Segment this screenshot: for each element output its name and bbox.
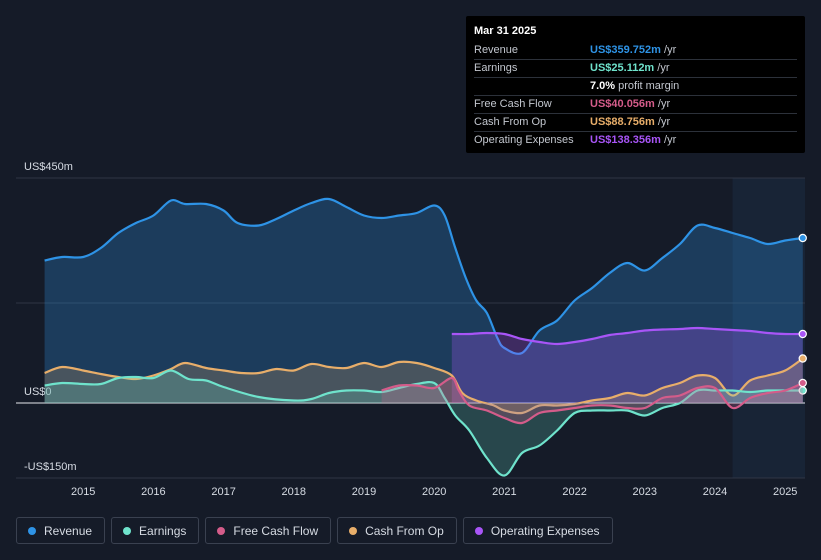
x-tick-label: 2020 [422,486,446,498]
legend: Revenue Earnings Free Cash Flow Cash From O… [16,517,613,546]
tooltip-row-label: Cash From Op [474,116,547,128]
forecast-region [732,178,805,478]
legend-dot-icon [123,526,132,535]
x-tick-label: 2018 [282,486,306,498]
legend-dot-icon [217,526,226,535]
x-tick-label: 2017 [211,486,235,498]
legend-item-operating-expenses[interactable]: Operating Expenses [462,517,613,544]
tooltip-row: Free Cash Flow US$40.056m /yr [474,95,797,113]
x-tick-label: 2022 [562,486,586,498]
tooltip-row-label [474,78,590,95]
legend-dot-icon [28,526,36,535]
legend-label: Operating Expenses [490,523,600,538]
free-cash-flow-area [381,377,803,424]
y-tick-label: -US$150m [24,461,77,473]
tooltip-row-label: Earnings [474,62,518,74]
tooltip-row: Operating Expenses US$138.356m /yr [474,131,797,149]
free-cash-flow-endpoint [798,378,807,388]
cash-from-op-line [44,357,804,415]
earnings-line [44,369,803,477]
x-tick-label: 2021 [492,486,516,498]
legend-label: Cash From Op [365,523,444,538]
revenue-endpoint [798,233,807,243]
tooltip-row: 7.0% profit margin [474,77,797,95]
legend-item-earnings[interactable]: Earnings [111,517,200,544]
tooltip-row-label: Revenue [474,44,519,56]
revenue-area [44,198,803,403]
legend-label: Revenue [44,523,93,538]
x-tick-label: 2016 [141,486,165,498]
tooltip-row-value: US$40.056m /yr [590,98,671,110]
operating-expenses-line [451,326,803,346]
x-tick-label: 2015 [71,486,95,498]
y-tick-label: US$0 [24,386,52,398]
operating-expenses-endpoint [798,329,807,339]
legend-label: Earnings [139,523,187,538]
legend-item-free-cash-flow[interactable]: Free Cash Flow [205,517,332,544]
tooltip-panel: Mar 31 2025 Revenue US$359.752m /yr Earnin… [466,16,805,153]
y-tick-label: US$450m [24,161,73,173]
tooltip-row-label: Operating Expenses [474,134,574,146]
tooltip-row-value: 7.0% profit margin [590,80,680,92]
legend-item-revenue[interactable]: Revenue [16,517,106,544]
x-tick-label: 2024 [703,486,727,498]
x-tick-label: 2025 [773,486,797,498]
legend-label: Free Cash Flow [233,523,319,538]
x-tick-label: 2019 [352,486,376,498]
legend-dot-icon [349,526,358,535]
free-cash-flow-line [381,376,804,425]
legend-item-cash-from-op[interactable]: Cash From Op [337,517,457,544]
earnings-area [44,370,803,476]
tooltip-row-value: US$138.356m /yr [590,134,677,146]
revenue-line [44,197,803,355]
cash-from-op-endpoint [798,354,807,363]
tooltip-row-value: US$25.112m /yr [590,62,670,74]
operating-expenses-area [451,328,803,403]
tooltip-date: Mar 31 2025 [474,25,537,37]
tooltip-row: Earnings US$25.112m /yr [474,59,797,77]
tooltip-row-value: US$88.756m /yr [590,116,671,128]
tooltip-row-value: US$359.752m /yr [590,44,677,56]
x-tick-label: 2023 [633,486,657,498]
legend-dot-icon [474,526,483,535]
tooltip-row: Cash From Op US$88.756m /yr [474,113,797,131]
tooltip-row-label: Free Cash Flow [474,98,552,110]
tooltip-row: Revenue US$359.752m /yr [474,42,797,59]
